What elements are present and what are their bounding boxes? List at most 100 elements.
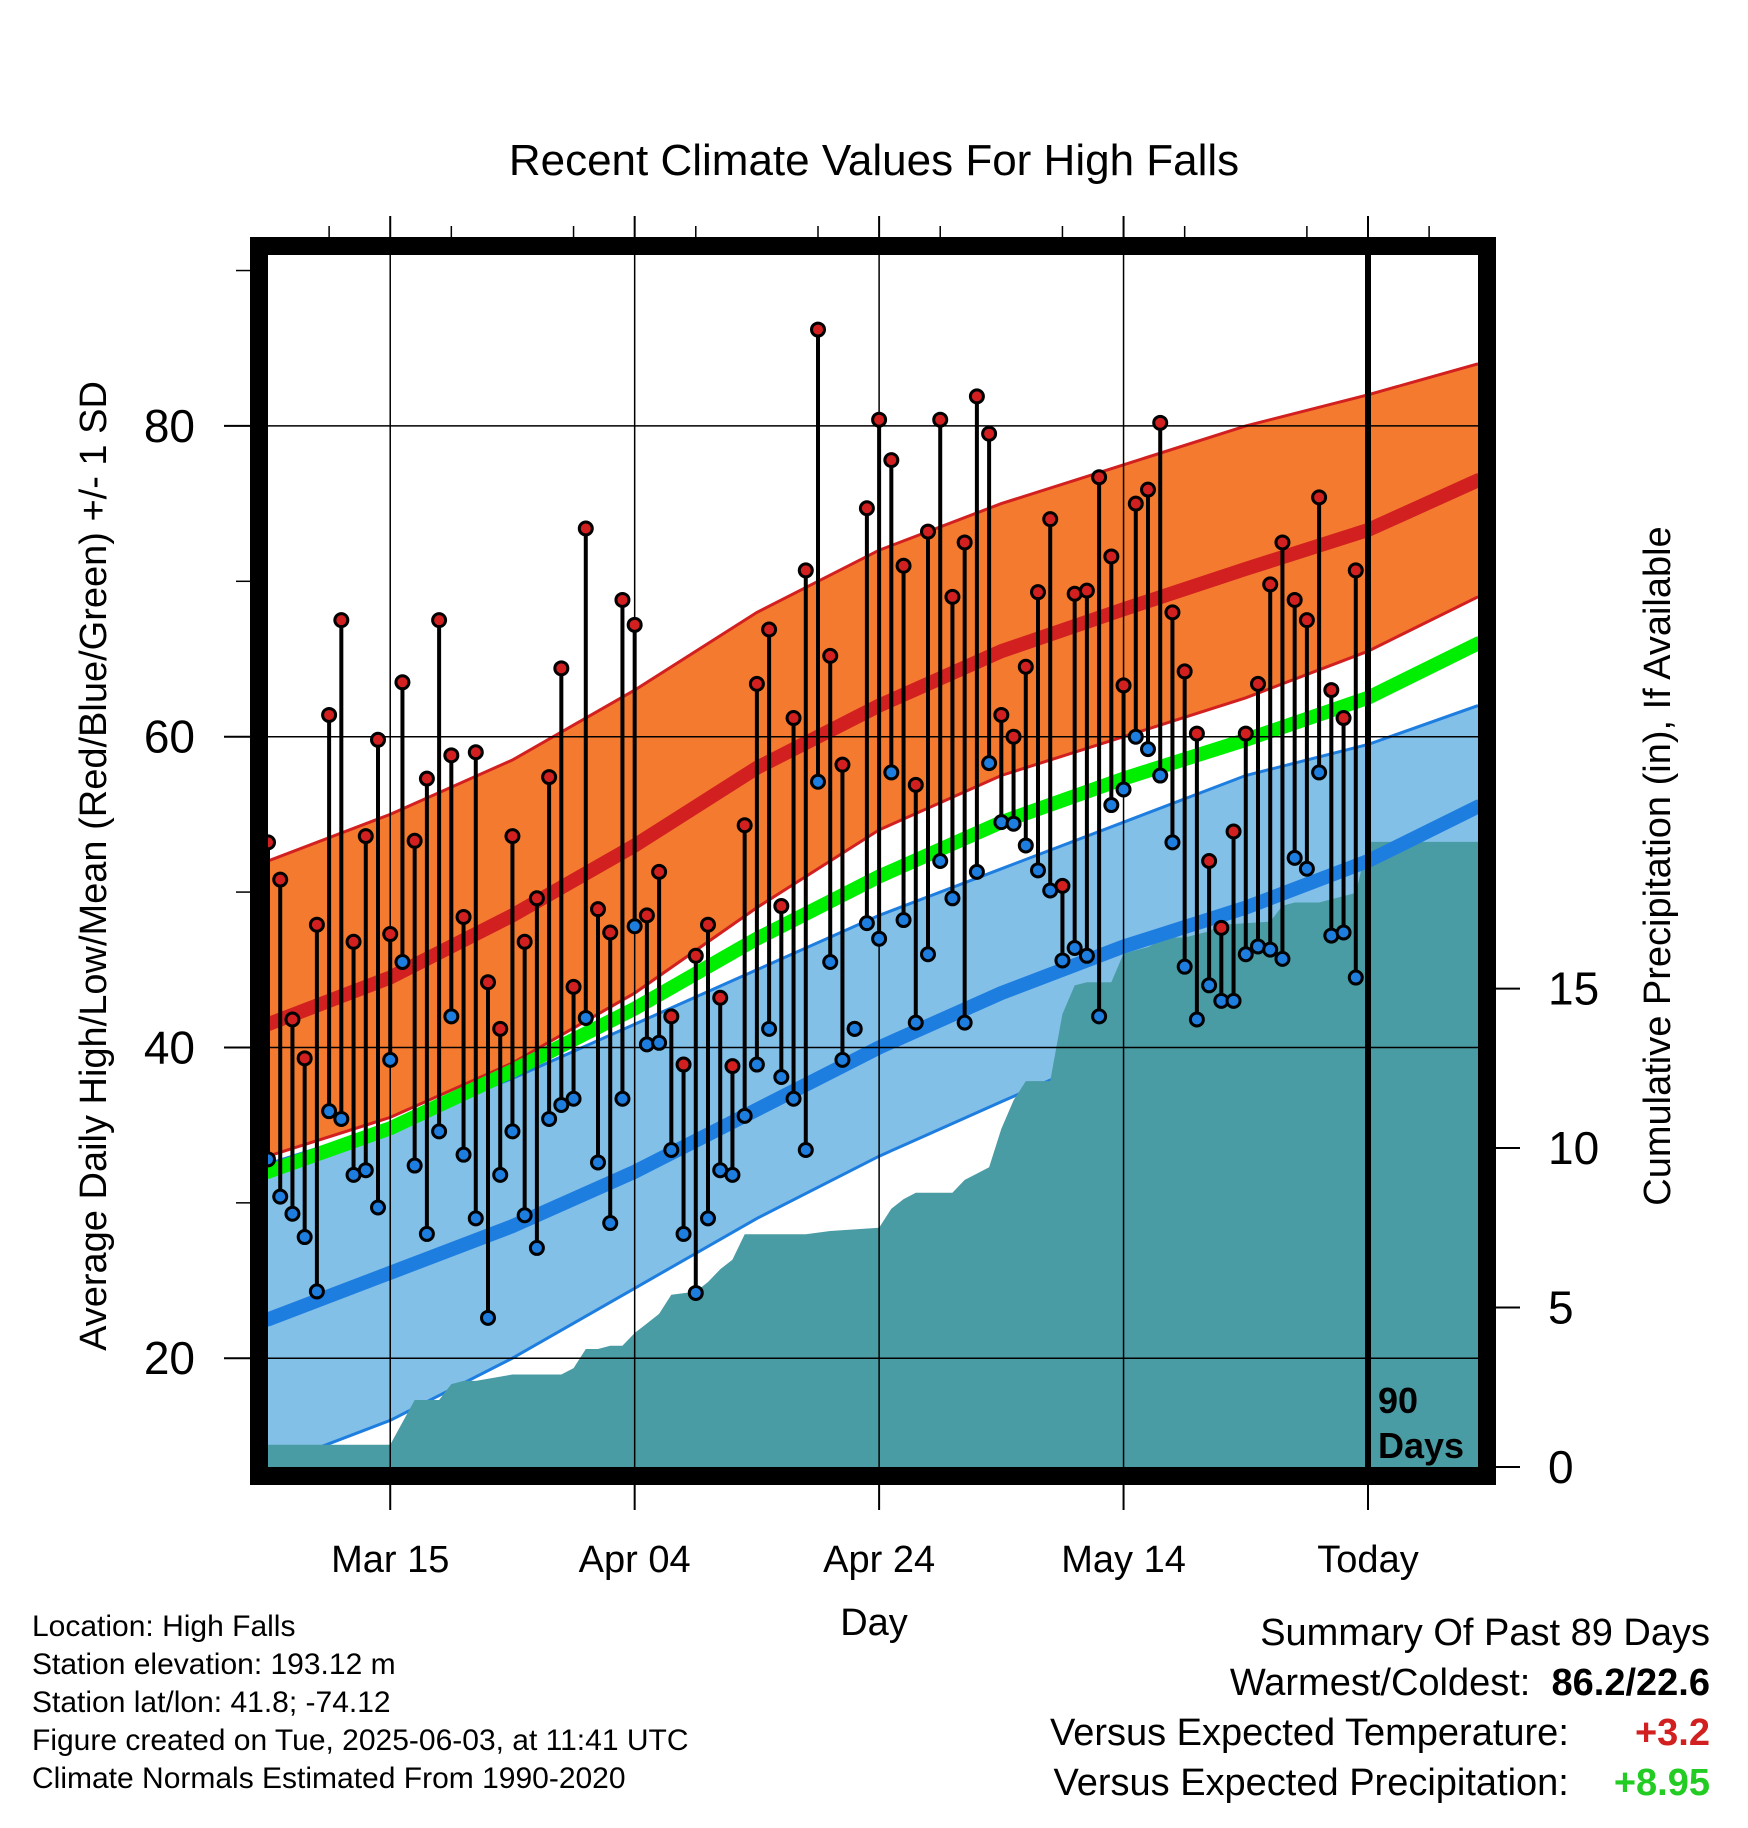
daily-high-point [883,452,900,469]
daily-high-point [858,500,875,517]
daily-high-point [1323,682,1340,699]
daily-low-point [1188,1011,1205,1028]
temp-label: Versus Expected Temperature: [1049,1712,1569,1754]
daily-low-point [614,1090,631,1107]
daily-low-point [1286,849,1303,866]
y-tick-label: 40 [144,1021,195,1073]
daily-low-point [1115,781,1132,798]
daily-high-point [810,321,826,338]
daily-high-point [1078,582,1095,599]
latlon-text: Station lat/lon: 41.8; -74.12 [32,1686,391,1719]
daily-low-point [565,1090,582,1107]
daily-low-point [333,1110,350,1127]
daily-high-point [1335,710,1352,727]
warm-cold-label: Warmest/Coldest: [1229,1662,1531,1704]
daily-low-point [687,1284,704,1301]
daily-high-point [785,710,802,727]
temp-anomaly-value: +3.2 [1634,1712,1710,1754]
daily-low-point [382,1051,399,1068]
daily-high-point [651,863,668,880]
daily-low-point [761,1020,778,1037]
daily-low-point [528,1239,545,1256]
y-tick-label: 60 [144,711,195,763]
daily-low-point [1103,797,1120,814]
y2-tick-label: 10 [1548,1122,1599,1174]
daily-high-point [553,660,570,677]
daily-high-point [357,828,374,845]
daily-low-point [394,954,411,970]
y2-tick-label: 15 [1548,963,1599,1015]
elevation-text: Station elevation: 193.12 m [32,1648,396,1681]
daily-low-point [736,1107,753,1124]
y2-tick-label: 5 [1548,1282,1574,1334]
daily-low-point [1298,860,1315,877]
daily-low-point [1017,837,1034,854]
daily-low-point [1347,969,1364,986]
daily-low-point [724,1166,741,1183]
daily-low-point [1005,815,1022,832]
daily-high-point [687,947,704,964]
daily-low-point [284,1205,301,1222]
daily-low-point [1176,958,1193,975]
daily-high-point [1225,823,1242,840]
daily-high-point [748,675,765,692]
precip-label: Versus Expected Precipitation: [1053,1762,1569,1804]
daily-low-point [431,1123,448,1140]
daily-high-point [1140,481,1156,498]
daily-low-point [321,1103,338,1120]
x-tick-label: Today [1317,1539,1418,1581]
daily-high-point [455,908,472,925]
daily-high-point [1176,663,1193,680]
daily-low-point [492,1166,509,1183]
daily-high-point [480,974,496,991]
daily-low-point [443,1008,460,1025]
daily-low-point [1127,728,1144,745]
daily-low-point [1140,741,1156,758]
daily-high-point [1127,495,1144,512]
daily-high-point [516,933,533,950]
precip-anomaly-value: +8.95 [1613,1762,1710,1804]
daily-high-point [1250,675,1266,692]
daily-high-point [1017,658,1034,675]
daily-high-point [272,871,289,888]
daily-low-point [797,1142,814,1159]
plot-frame [250,237,1496,1485]
daily-high-point [712,989,729,1006]
daily-low-point [675,1225,692,1242]
daily-high-point [504,828,521,845]
chart-title: Recent Climate Values For High Falls [509,136,1239,185]
daily-low-point [834,1051,851,1068]
daily-high-point [663,1008,680,1025]
daily-low-point [504,1123,521,1140]
daily-high-point [981,425,998,442]
daily-low-point [1237,946,1254,963]
daily-high-point [443,747,460,764]
x-axis-label: Day [840,1602,908,1644]
created-text: Figure created on Tue, 2025-06-03, at 11… [32,1724,689,1757]
daily-low-point [748,1056,765,1073]
location-text: Location: High Falls [32,1610,296,1643]
daily-low-point [810,773,826,790]
daily-low-point [895,912,912,929]
daily-high-point [284,1011,301,1028]
daily-high-point [736,817,753,834]
plot-area [268,362,1478,1467]
coldest-value: 22.6 [1636,1662,1710,1704]
daily-high-point [773,898,790,915]
daily-high-point [1201,853,1218,869]
daily-high-point [1115,677,1132,694]
y-axis-label: Average Daily High/Low/Mean (Red/Blue/Gr… [73,381,115,1351]
daily-high-point [761,621,778,638]
daily-low-point [1274,950,1291,967]
daily-low-point [1335,924,1352,941]
daily-high-point [541,769,558,786]
daily-high-point [528,890,545,907]
x-tick-label: Mar 15 [331,1539,449,1581]
daily-high-point [577,520,594,537]
daily-high-point [1347,562,1364,579]
daily-high-point [1103,548,1120,565]
daily-low-point [370,1199,386,1216]
x-tick-label: Apr 24 [823,1539,935,1581]
daily-high-point [1237,725,1254,742]
